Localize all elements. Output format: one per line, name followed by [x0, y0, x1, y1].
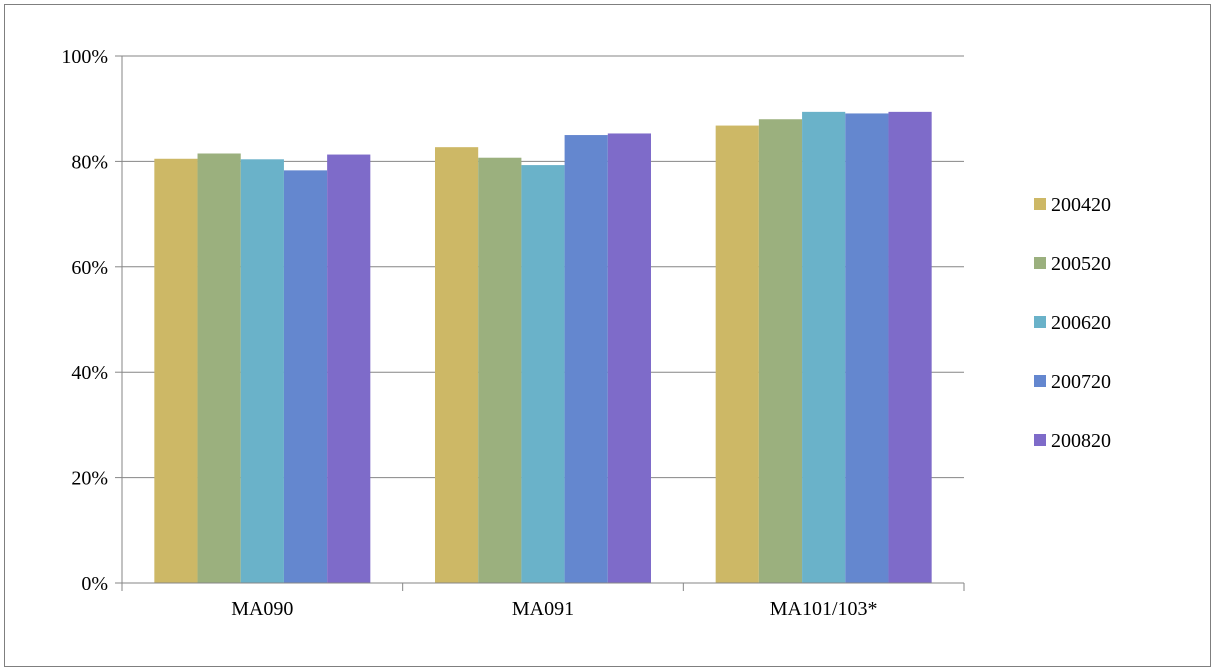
y-tick-label: 60% — [71, 257, 108, 279]
y-tick-label: 20% — [71, 468, 108, 490]
bar-200520-MA091 — [478, 157, 522, 583]
bar-200420-MA101/103* — [715, 125, 759, 584]
x-tick-label: MA101/103* — [770, 598, 878, 620]
bar-200720-MA091 — [564, 135, 608, 584]
bar-200620-MA091 — [521, 165, 565, 584]
legend-label: 200420 — [1051, 194, 1111, 216]
legend-swatch — [1034, 316, 1046, 328]
bar-200520-MA090 — [197, 153, 241, 583]
bars — [154, 111, 932, 584]
bar-200620-MA090 — [240, 159, 284, 584]
y-tick-label: 0% — [81, 573, 108, 595]
bar-200820-MA101/103* — [888, 111, 932, 583]
legend-label: 200720 — [1051, 371, 1111, 393]
legend-swatch — [1034, 198, 1046, 210]
legend: 200420 200520 200620 200720 200820 — [1034, 194, 1111, 452]
bar-200420-MA090 — [154, 158, 198, 583]
bar-200820-MA090 — [327, 154, 371, 583]
y-tick-label: 40% — [71, 362, 108, 384]
axes — [115, 55, 965, 591]
legend-swatch — [1034, 434, 1046, 446]
legend-label: 200520 — [1051, 253, 1111, 275]
bar-200620-MA101/103* — [802, 111, 846, 583]
legend-swatch — [1034, 375, 1046, 387]
bar-200720-MA101/103* — [845, 113, 889, 584]
bar-200520-MA101/103* — [758, 119, 803, 584]
y-tick-label: 80% — [71, 151, 108, 173]
y-tick-labels: 0% 20% 40% 60% 80% 100% — [61, 46, 108, 595]
x-tick-label: MA090 — [231, 598, 293, 620]
legend-swatch — [1034, 257, 1046, 269]
bar-200820-MA091 — [607, 133, 651, 583]
legend-label: 200820 — [1051, 430, 1111, 452]
bar-200420-MA091 — [435, 147, 479, 583]
legend-label: 200620 — [1051, 312, 1111, 334]
bar-200720-MA090 — [283, 170, 328, 583]
y-tick-label: 100% — [61, 46, 108, 68]
x-tick-labels: MA090 MA091 MA101/103* — [231, 598, 877, 620]
x-tick-label: MA091 — [512, 598, 574, 620]
